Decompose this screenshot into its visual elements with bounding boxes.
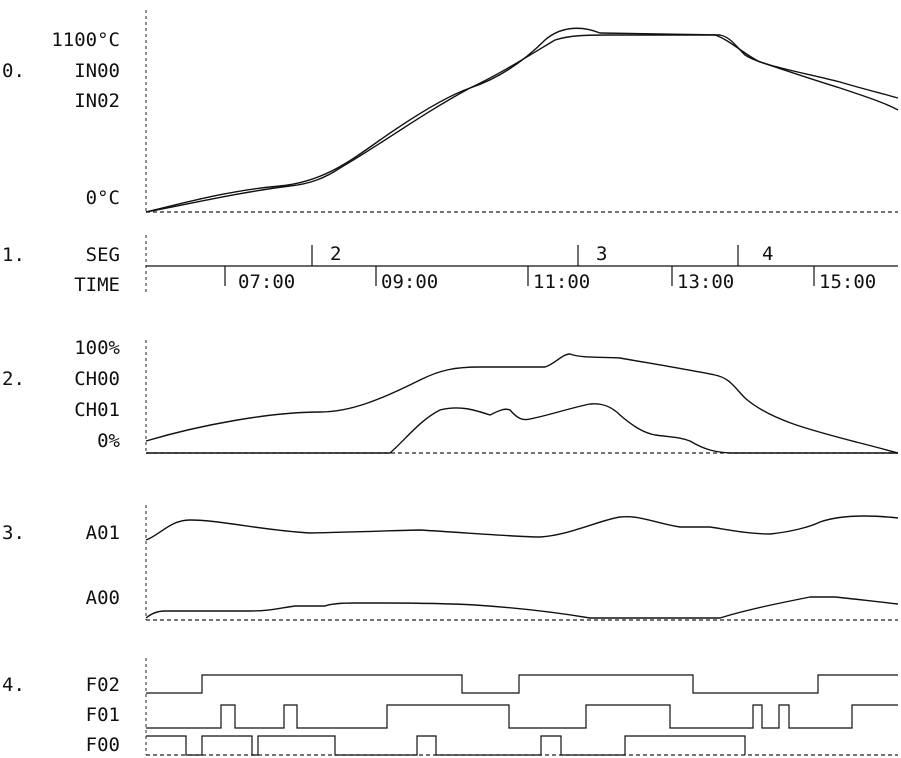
temp-min-label: 0°C <box>86 187 120 209</box>
temp-max-label: 1100°C <box>51 29 120 51</box>
a00-label: A00 <box>86 587 120 609</box>
section-4-index: 4. <box>2 674 25 696</box>
ch-min-label: 0% <box>97 430 120 452</box>
a00-curve <box>145 596 899 619</box>
segment-time-panel: 1. SEG TIME 2 3 4 07:00 09:00 11:00 13:0… <box>2 235 898 296</box>
ch00-label: CH00 <box>74 368 120 390</box>
temp-in00-label: IN00 <box>74 60 120 82</box>
f02-signal <box>146 674 898 694</box>
temp-in02-label: IN02 <box>74 90 120 112</box>
f01-label: F01 <box>86 704 120 726</box>
ch01-label: CH01 <box>74 399 120 421</box>
section-3-index: 3. <box>2 522 25 544</box>
time-0900: 09:00 <box>381 271 438 293</box>
section-1-index: 1. <box>2 244 25 266</box>
ch-max-label: 100% <box>74 337 120 359</box>
a01-label: A01 <box>86 522 120 544</box>
a01-curve <box>145 515 899 541</box>
seg-label: SEG <box>86 244 120 266</box>
analog-panel: 3. A01 A00 <box>2 505 899 621</box>
ch01-curve <box>146 403 898 454</box>
section-2-index: 2. <box>2 368 25 390</box>
f00-signal <box>146 735 746 756</box>
f00-label: F00 <box>86 734 120 756</box>
seg-marker-4: 4 <box>762 243 773 265</box>
time-label: TIME <box>74 274 120 296</box>
in02-curve <box>145 34 899 213</box>
section-0-index: 0. <box>2 60 25 82</box>
f02-label: F02 <box>86 674 120 696</box>
f01-signal <box>146 704 898 729</box>
flag-panel: 4. F02 F01 F00 <box>2 658 898 756</box>
time-1500: 15:00 <box>819 271 876 293</box>
channel-panel: 100% 2. CH00 CH01 0% <box>2 337 899 454</box>
ch00-curve <box>145 353 899 454</box>
seg-marker-2: 2 <box>330 243 341 265</box>
in00-curve <box>145 27 899 213</box>
time-0700: 07:00 <box>238 271 295 293</box>
seg-marker-3: 3 <box>596 243 607 265</box>
time-1300: 13:00 <box>677 271 734 293</box>
time-1100: 11:00 <box>533 271 590 293</box>
temperature-panel: 1100°C 0. IN00 IN02 0°C <box>2 10 899 213</box>
